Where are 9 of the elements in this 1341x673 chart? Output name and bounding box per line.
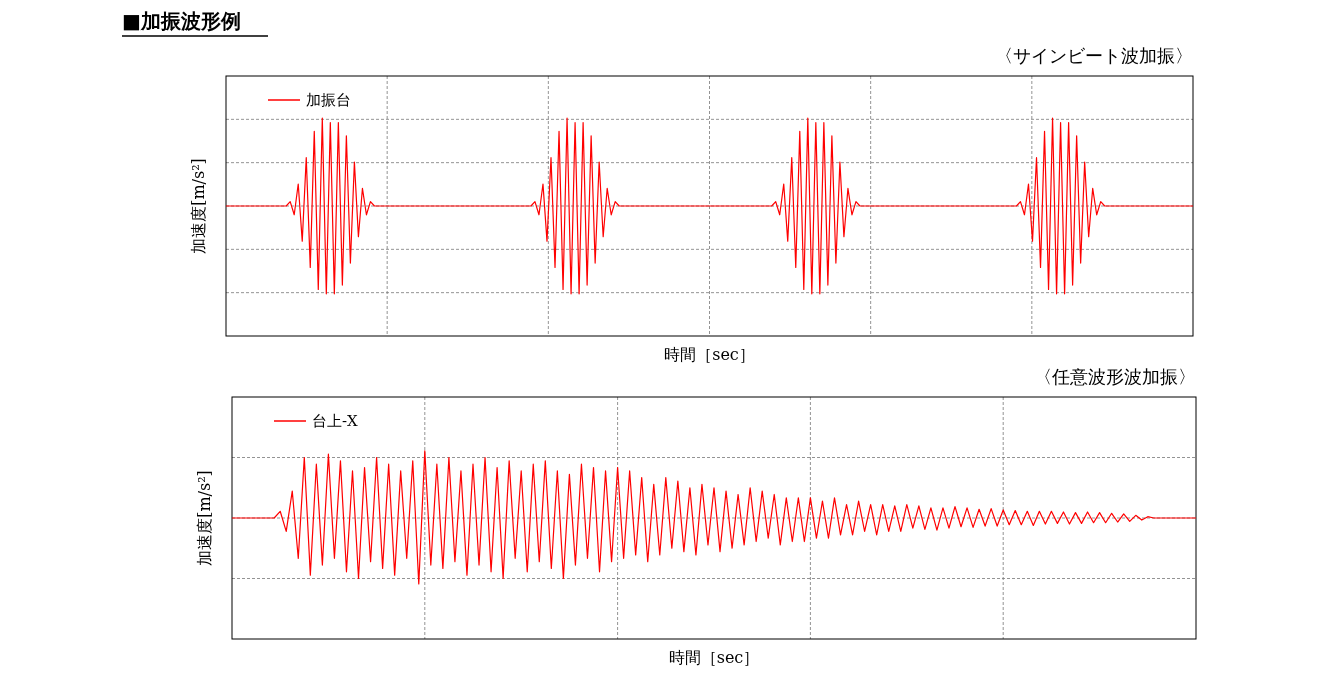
y-axis-title: 加速度[m/s²] bbox=[189, 158, 208, 254]
legend-label: 加振台 bbox=[306, 91, 351, 109]
y-axis-title: 加速度[m/s²] bbox=[195, 470, 214, 566]
chart-subtitle: 〈サインビート波加振〉 bbox=[995, 45, 1193, 66]
x-axis-title: 時間［sec］ bbox=[668, 648, 760, 667]
legend-label: 台上-X bbox=[312, 412, 359, 430]
chart-subtitle: 〈任意波形波加振〉 bbox=[1034, 366, 1196, 387]
chart-title: ■加振波形例 bbox=[122, 9, 241, 33]
x-axis-title: 時間［sec］ bbox=[664, 345, 755, 364]
